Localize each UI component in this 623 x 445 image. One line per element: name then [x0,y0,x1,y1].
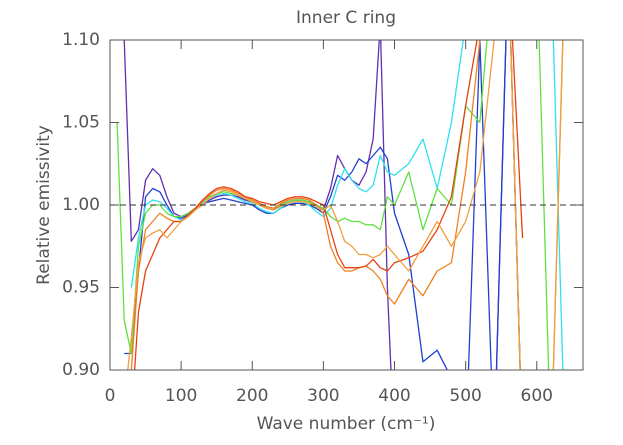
y-tick-label: 1.05 [62,113,100,133]
x-tick-label: 300 [307,386,339,406]
x-tick-label: 200 [236,386,268,406]
y-tick-label: 0.90 [62,360,100,380]
chart-title: Inner C ring [296,8,396,28]
plot-area [116,40,564,370]
series-line [133,40,524,370]
series-line [123,40,521,370]
x-tick-label: 0 [105,386,116,406]
series-line [116,40,550,370]
x-tick-label: 600 [521,386,553,406]
x-tick-label: 500 [449,386,481,406]
y-tick-label: 1.10 [62,30,100,50]
x-axis-label: Wave number (cm⁻¹) [257,414,436,434]
y-tick-label: 1.00 [62,195,100,215]
y-tick-label: 0.95 [62,278,100,298]
x-tick-label: 100 [165,386,197,406]
series-line [130,40,564,370]
series-line [124,40,521,370]
y-axis-label: Relative emissivity [34,125,54,285]
x-tick-label: 400 [378,386,410,406]
series-line [127,40,564,370]
